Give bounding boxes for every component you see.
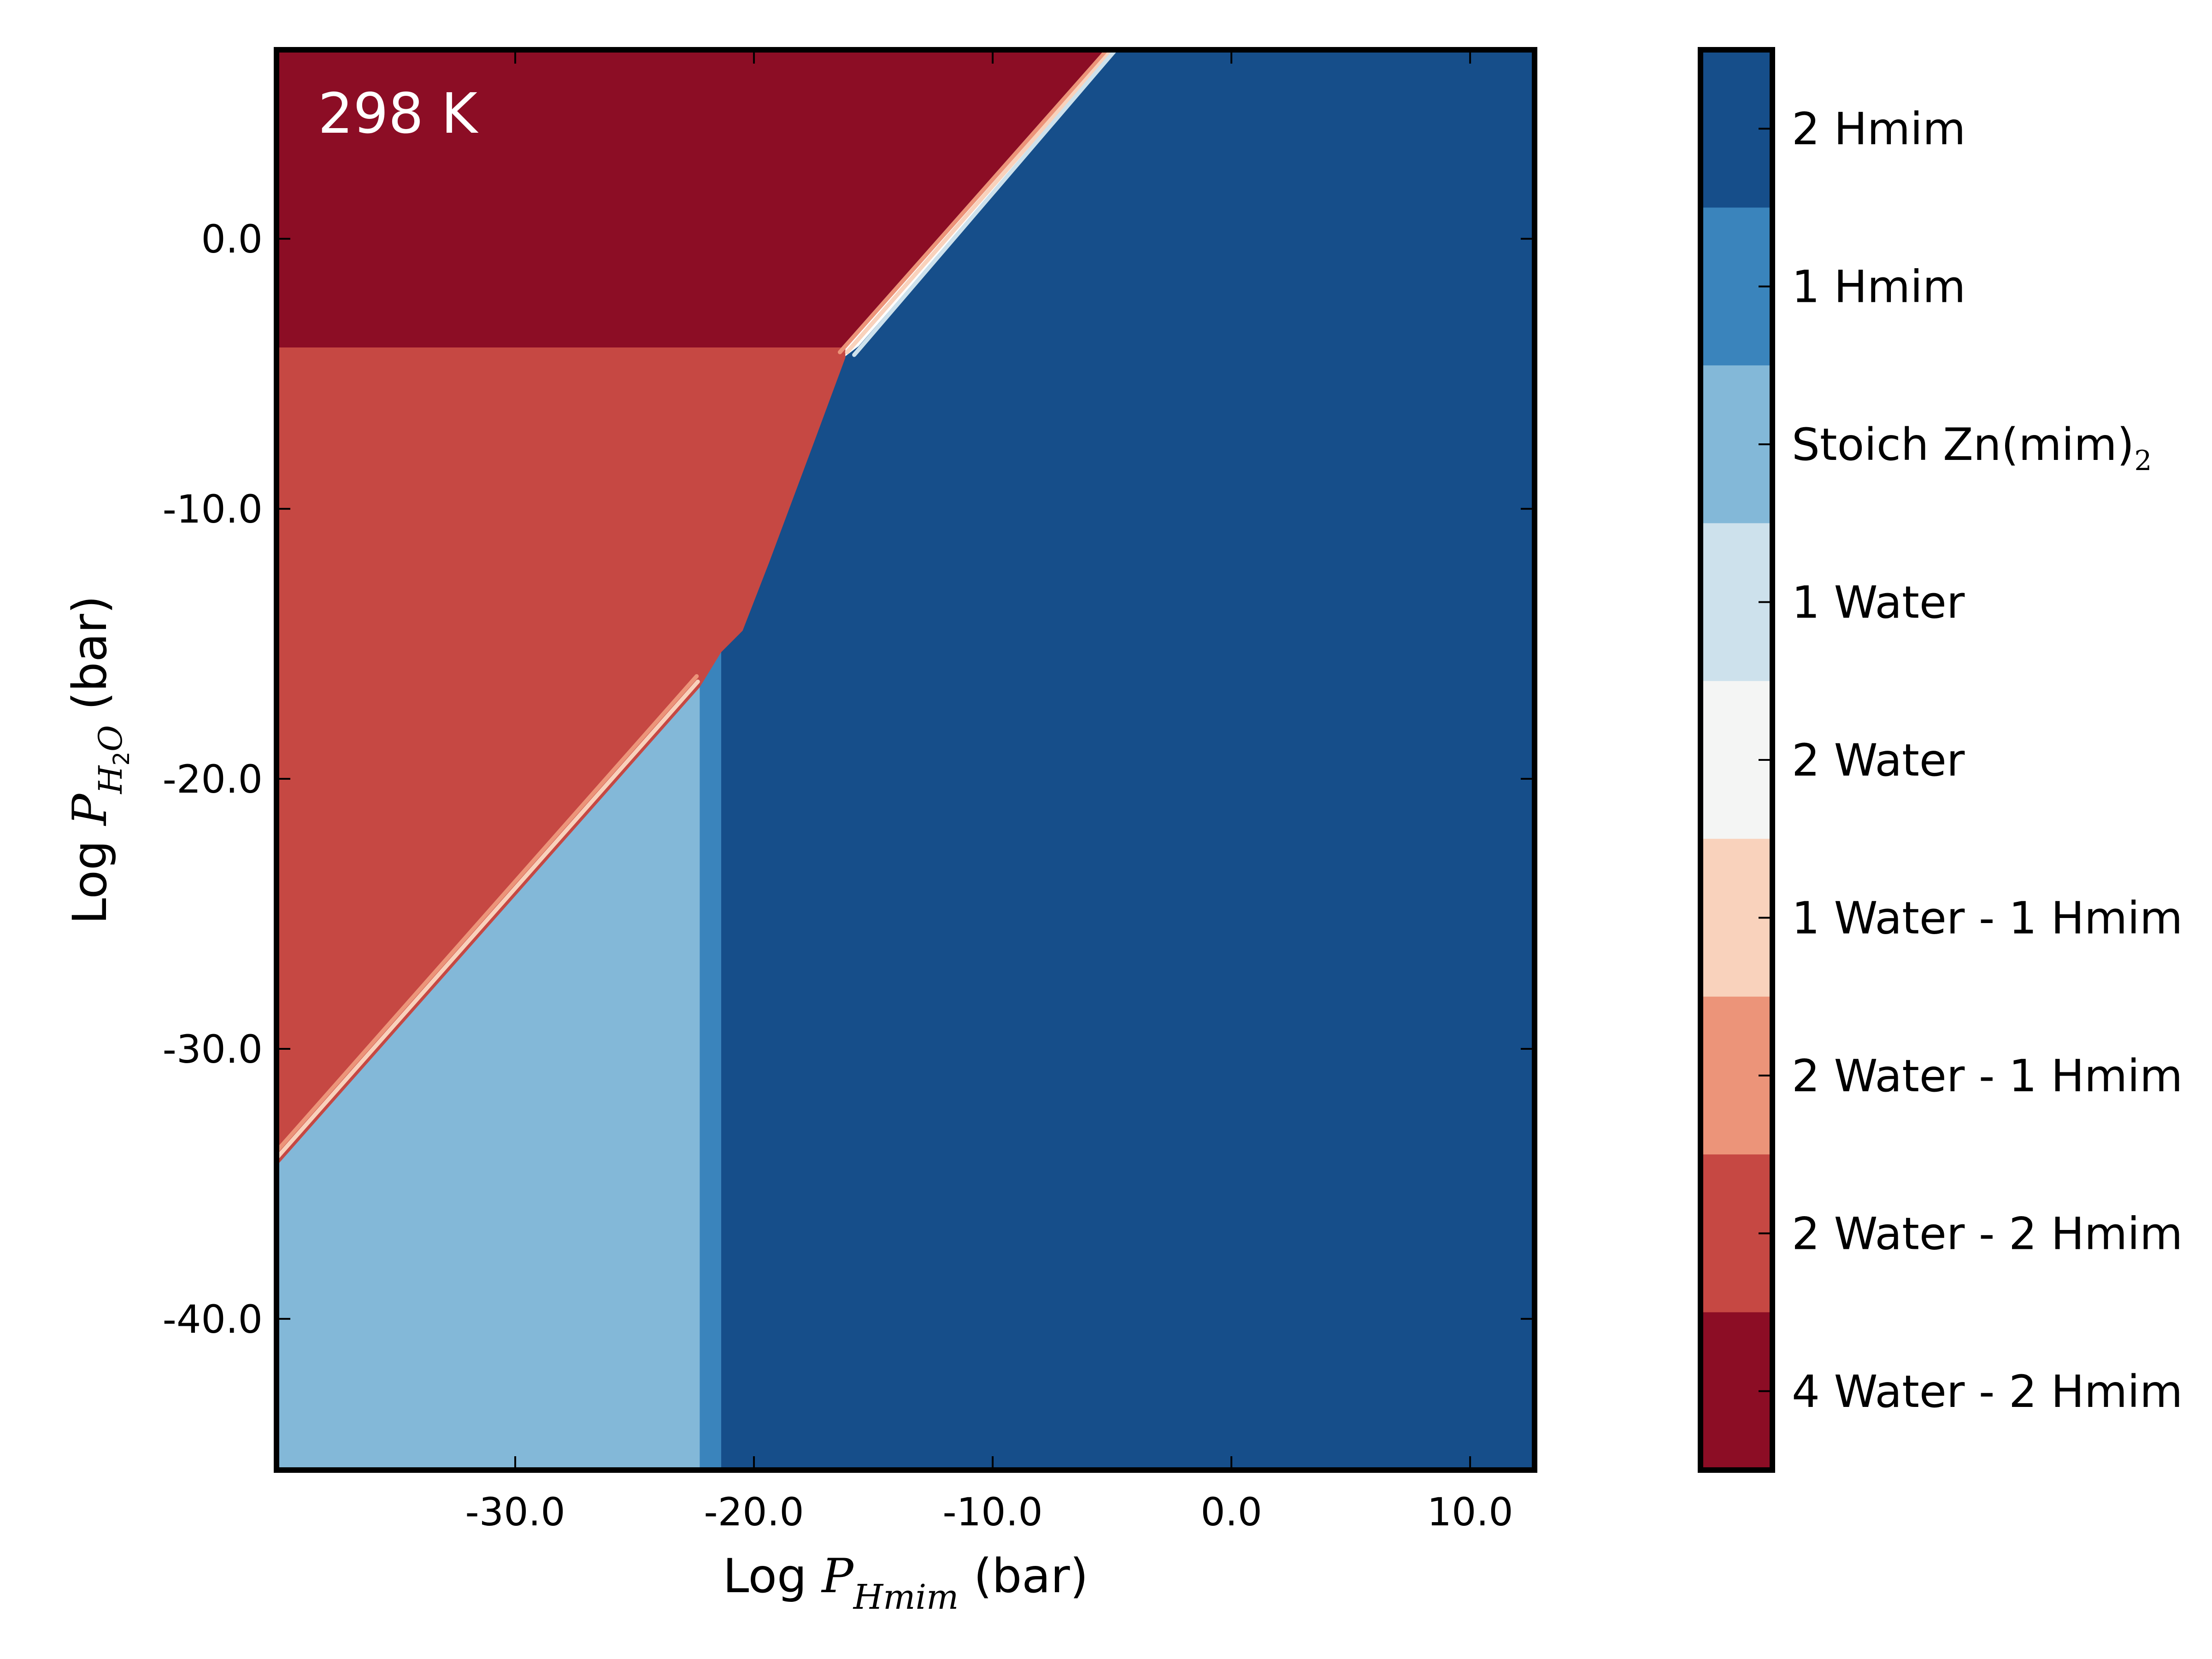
boundary-band-3 xyxy=(845,50,1114,354)
colorbar-label: 2 Water - 2 Hmim xyxy=(1792,1208,2183,1259)
y-axis-title-prefix: Log xyxy=(63,825,118,924)
colorbar-label: 4 Water - 2 Hmim xyxy=(1792,1366,2183,1418)
colorbar-label-text: 2 Water - 1 Hmim xyxy=(1792,1050,2183,1102)
colorbar-label-text: 4 Water - 2 Hmim xyxy=(1792,1366,2183,1418)
colorbar-label: 1 Hmim xyxy=(1792,261,1965,313)
phase-region-2-water-2-hmim xyxy=(276,346,846,1166)
temperature-label: 298 K xyxy=(318,82,479,146)
y-axis-title-var: P xyxy=(63,793,118,826)
y-tick-label: -20.0 xyxy=(163,757,263,802)
x-axis-title: Log PHmim (bar) xyxy=(723,1549,1088,1617)
plot-area xyxy=(276,50,1535,1470)
x-tick-label: -10.0 xyxy=(942,1489,1042,1535)
y-tick-label: -30.0 xyxy=(163,1027,263,1072)
boundary-band-4 xyxy=(852,50,1118,357)
colorbar-frame xyxy=(1698,47,1775,1473)
colorbar-label: 2 Water xyxy=(1792,735,1965,786)
colorbar-label-text: 2 Hmim xyxy=(1792,103,1965,155)
colorbar-label-text: 1 Hmim xyxy=(1792,261,1965,313)
x-tick-label: -20.0 xyxy=(704,1489,804,1535)
x-axis-title-suffix: (bar) xyxy=(959,1549,1088,1604)
boundary-band-2 xyxy=(838,50,1110,354)
colorbar-label-text: 2 Water xyxy=(1792,735,1965,786)
x-tick-label: 0.0 xyxy=(1200,1489,1262,1535)
x-tick-label: -30.0 xyxy=(465,1489,565,1535)
plot-frame xyxy=(274,47,1537,1473)
colorbar-label: 1 Water - 1 Hmim xyxy=(1792,892,2183,944)
colorbar-label-text: Stoich Zn(mim) xyxy=(1792,419,2134,471)
colorbar-label: 2 Water - 1 Hmim xyxy=(1792,1050,2183,1102)
y-axis-title-suffix: (bar) xyxy=(63,595,118,725)
phase-region-1-hmim xyxy=(698,649,721,1470)
y-tick-label: -10.0 xyxy=(163,487,263,532)
colorbar-label-text: 1 Water xyxy=(1792,577,1965,629)
colorbar-label-text: 1 Water - 1 Hmim xyxy=(1792,892,2183,944)
y-axis-title: Log PH2O (bar) xyxy=(63,595,135,924)
boundary-band-0 xyxy=(276,674,699,1154)
boundary-band-1 xyxy=(276,679,700,1160)
y-tick-label: -40.0 xyxy=(163,1297,263,1342)
colorbar-label: Stoich Zn(mim)2 xyxy=(1792,419,2152,477)
y-axis-title-sub: H xyxy=(92,765,129,794)
y-axis-title-sub2: 2 xyxy=(109,752,135,766)
colorbar-label-subscript: 2 xyxy=(2134,445,2152,477)
x-axis-title-prefix: Log xyxy=(723,1549,822,1604)
x-axis-title-var: P xyxy=(821,1549,854,1604)
colorbar-label-text: 2 Water - 2 Hmim xyxy=(1792,1208,2183,1259)
y-axis-title-sub3: O xyxy=(92,725,129,751)
y-tick-label: 0.0 xyxy=(201,217,263,262)
x-tick-label: 10.0 xyxy=(1427,1489,1513,1535)
x-axis-title-sub: Hmim xyxy=(853,1577,959,1617)
colorbar-label: 1 Water xyxy=(1792,577,1965,629)
colorbar-label: 2 Hmim xyxy=(1792,103,1965,155)
